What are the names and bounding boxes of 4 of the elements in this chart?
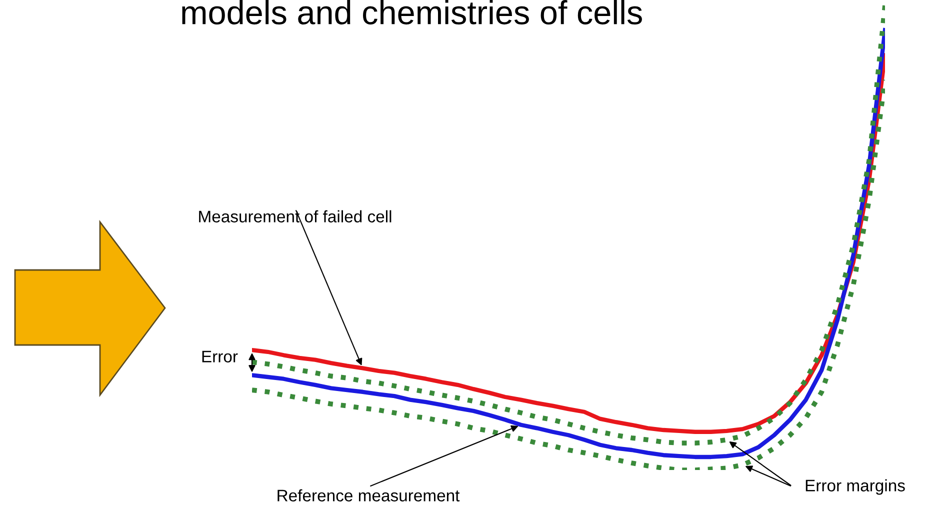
chart-title: models and chemistries of cells [182,0,642,24]
text: Error [202,350,238,362]
text: Reference measurement [278,489,460,502]
text: Error margins [806,479,905,495]
